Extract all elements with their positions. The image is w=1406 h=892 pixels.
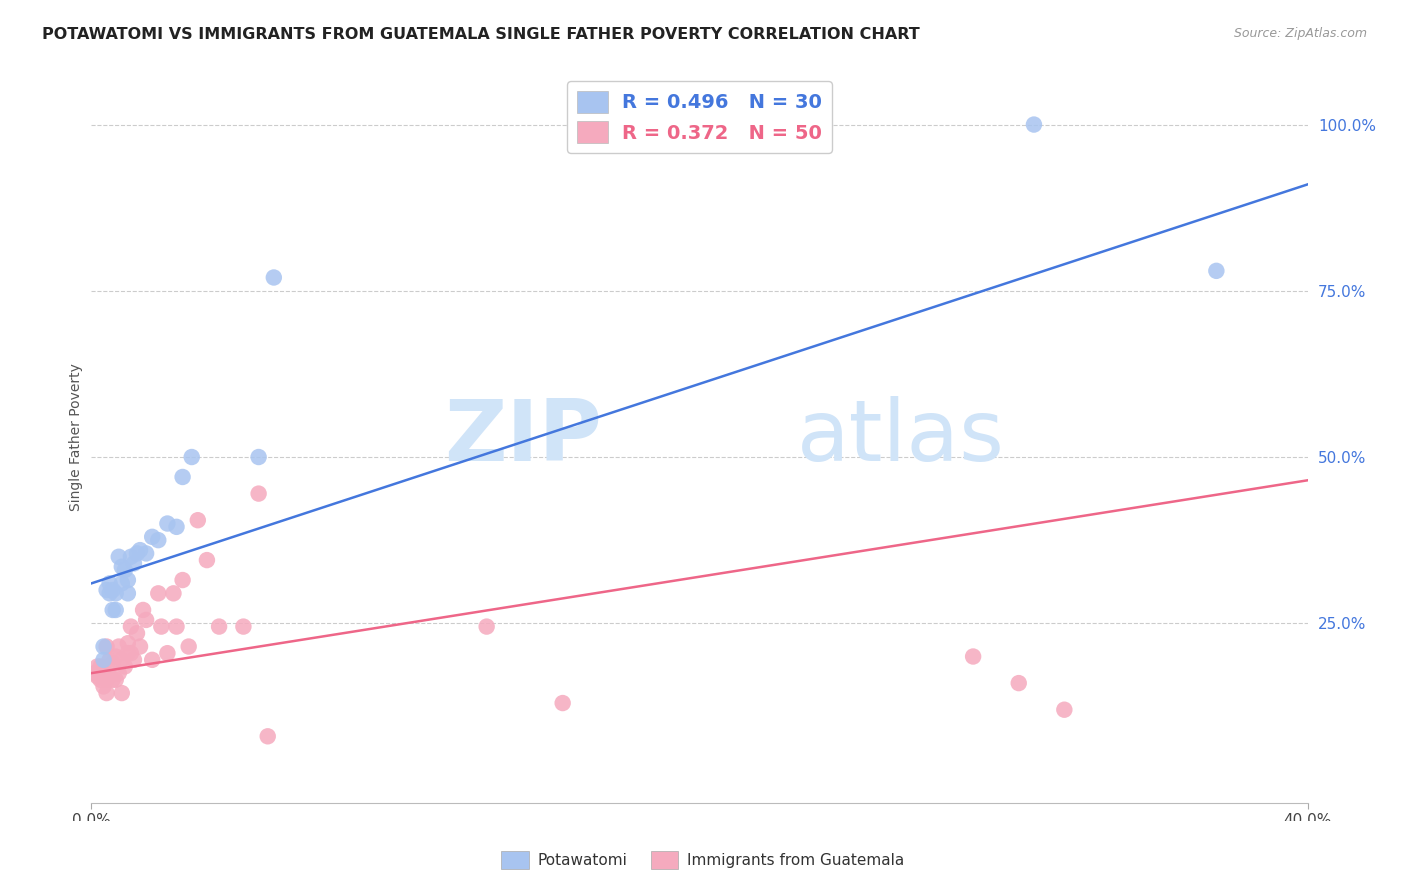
Point — [148, 533, 170, 548]
Point — [1008, 676, 1031, 690]
Point — [125, 626, 148, 640]
Point — [166, 619, 188, 633]
Point — [93, 666, 115, 681]
Y-axis label: Single Father Poverty: Single Father Poverty — [69, 363, 83, 511]
Point — [98, 669, 121, 683]
Point — [208, 619, 231, 633]
Point — [101, 656, 124, 670]
Point — [107, 640, 129, 654]
Point — [1053, 703, 1076, 717]
Point — [156, 646, 179, 660]
Point — [475, 619, 498, 633]
Point — [162, 586, 184, 600]
Point — [89, 673, 111, 687]
Point — [96, 582, 118, 597]
Text: POTAWATOMI VS IMMIGRANTS FROM GUATEMALA SINGLE FATHER POVERTY CORRELATION CHART: POTAWATOMI VS IMMIGRANTS FROM GUATEMALA … — [42, 27, 920, 42]
Point — [172, 573, 194, 587]
Point — [122, 557, 145, 571]
Point — [132, 603, 155, 617]
Point — [107, 666, 129, 681]
Point — [263, 270, 285, 285]
Point — [111, 686, 134, 700]
Point — [104, 603, 127, 617]
Point — [129, 640, 152, 654]
Point — [256, 729, 278, 743]
Point — [86, 669, 108, 683]
Point — [120, 619, 142, 633]
Point — [104, 649, 127, 664]
Point — [98, 576, 121, 591]
Point — [135, 613, 157, 627]
Point — [104, 586, 127, 600]
Point — [247, 450, 270, 464]
Point — [166, 520, 188, 534]
Point — [96, 673, 118, 687]
Point — [96, 686, 118, 700]
Point — [232, 619, 254, 633]
Point — [101, 603, 124, 617]
Text: Source: ZipAtlas.com: Source: ZipAtlas.com — [1233, 27, 1367, 40]
Point — [83, 666, 105, 681]
Point — [187, 513, 209, 527]
Point — [111, 576, 134, 591]
Point — [114, 659, 136, 673]
Point — [177, 640, 200, 654]
Point — [114, 563, 136, 577]
Point — [120, 549, 142, 564]
Point — [156, 516, 179, 531]
Point — [125, 546, 148, 560]
Point — [111, 559, 134, 574]
Point — [172, 470, 194, 484]
Legend: Potawatomi, Immigrants from Guatemala: Potawatomi, Immigrants from Guatemala — [495, 845, 911, 875]
Point — [96, 640, 118, 654]
Point — [104, 673, 127, 687]
Point — [93, 653, 115, 667]
Point — [101, 673, 124, 687]
Point — [120, 646, 142, 660]
Point — [1022, 118, 1045, 132]
Text: atlas: atlas — [797, 395, 1005, 479]
Point — [98, 653, 121, 667]
Point — [117, 573, 139, 587]
Point — [122, 653, 145, 667]
Point — [195, 553, 218, 567]
Point — [98, 586, 121, 600]
Point — [107, 549, 129, 564]
Point — [247, 486, 270, 500]
Point — [117, 586, 139, 600]
Point — [117, 646, 139, 660]
Point — [148, 586, 170, 600]
Text: ZIP: ZIP — [444, 395, 602, 479]
Point — [150, 619, 173, 633]
Point — [180, 450, 202, 464]
Point — [93, 669, 115, 683]
Legend: R = 0.496   N = 30, R = 0.372   N = 50: R = 0.496 N = 30, R = 0.372 N = 50 — [568, 81, 831, 153]
Point — [93, 640, 115, 654]
Point — [141, 530, 163, 544]
Point — [101, 582, 124, 597]
Point — [93, 680, 115, 694]
Point — [111, 653, 134, 667]
Point — [962, 649, 984, 664]
Point — [141, 653, 163, 667]
Point — [135, 546, 157, 560]
Point — [89, 659, 111, 673]
Point — [117, 636, 139, 650]
Point — [86, 659, 108, 673]
Point — [551, 696, 574, 710]
Point — [129, 543, 152, 558]
Point — [1205, 264, 1227, 278]
